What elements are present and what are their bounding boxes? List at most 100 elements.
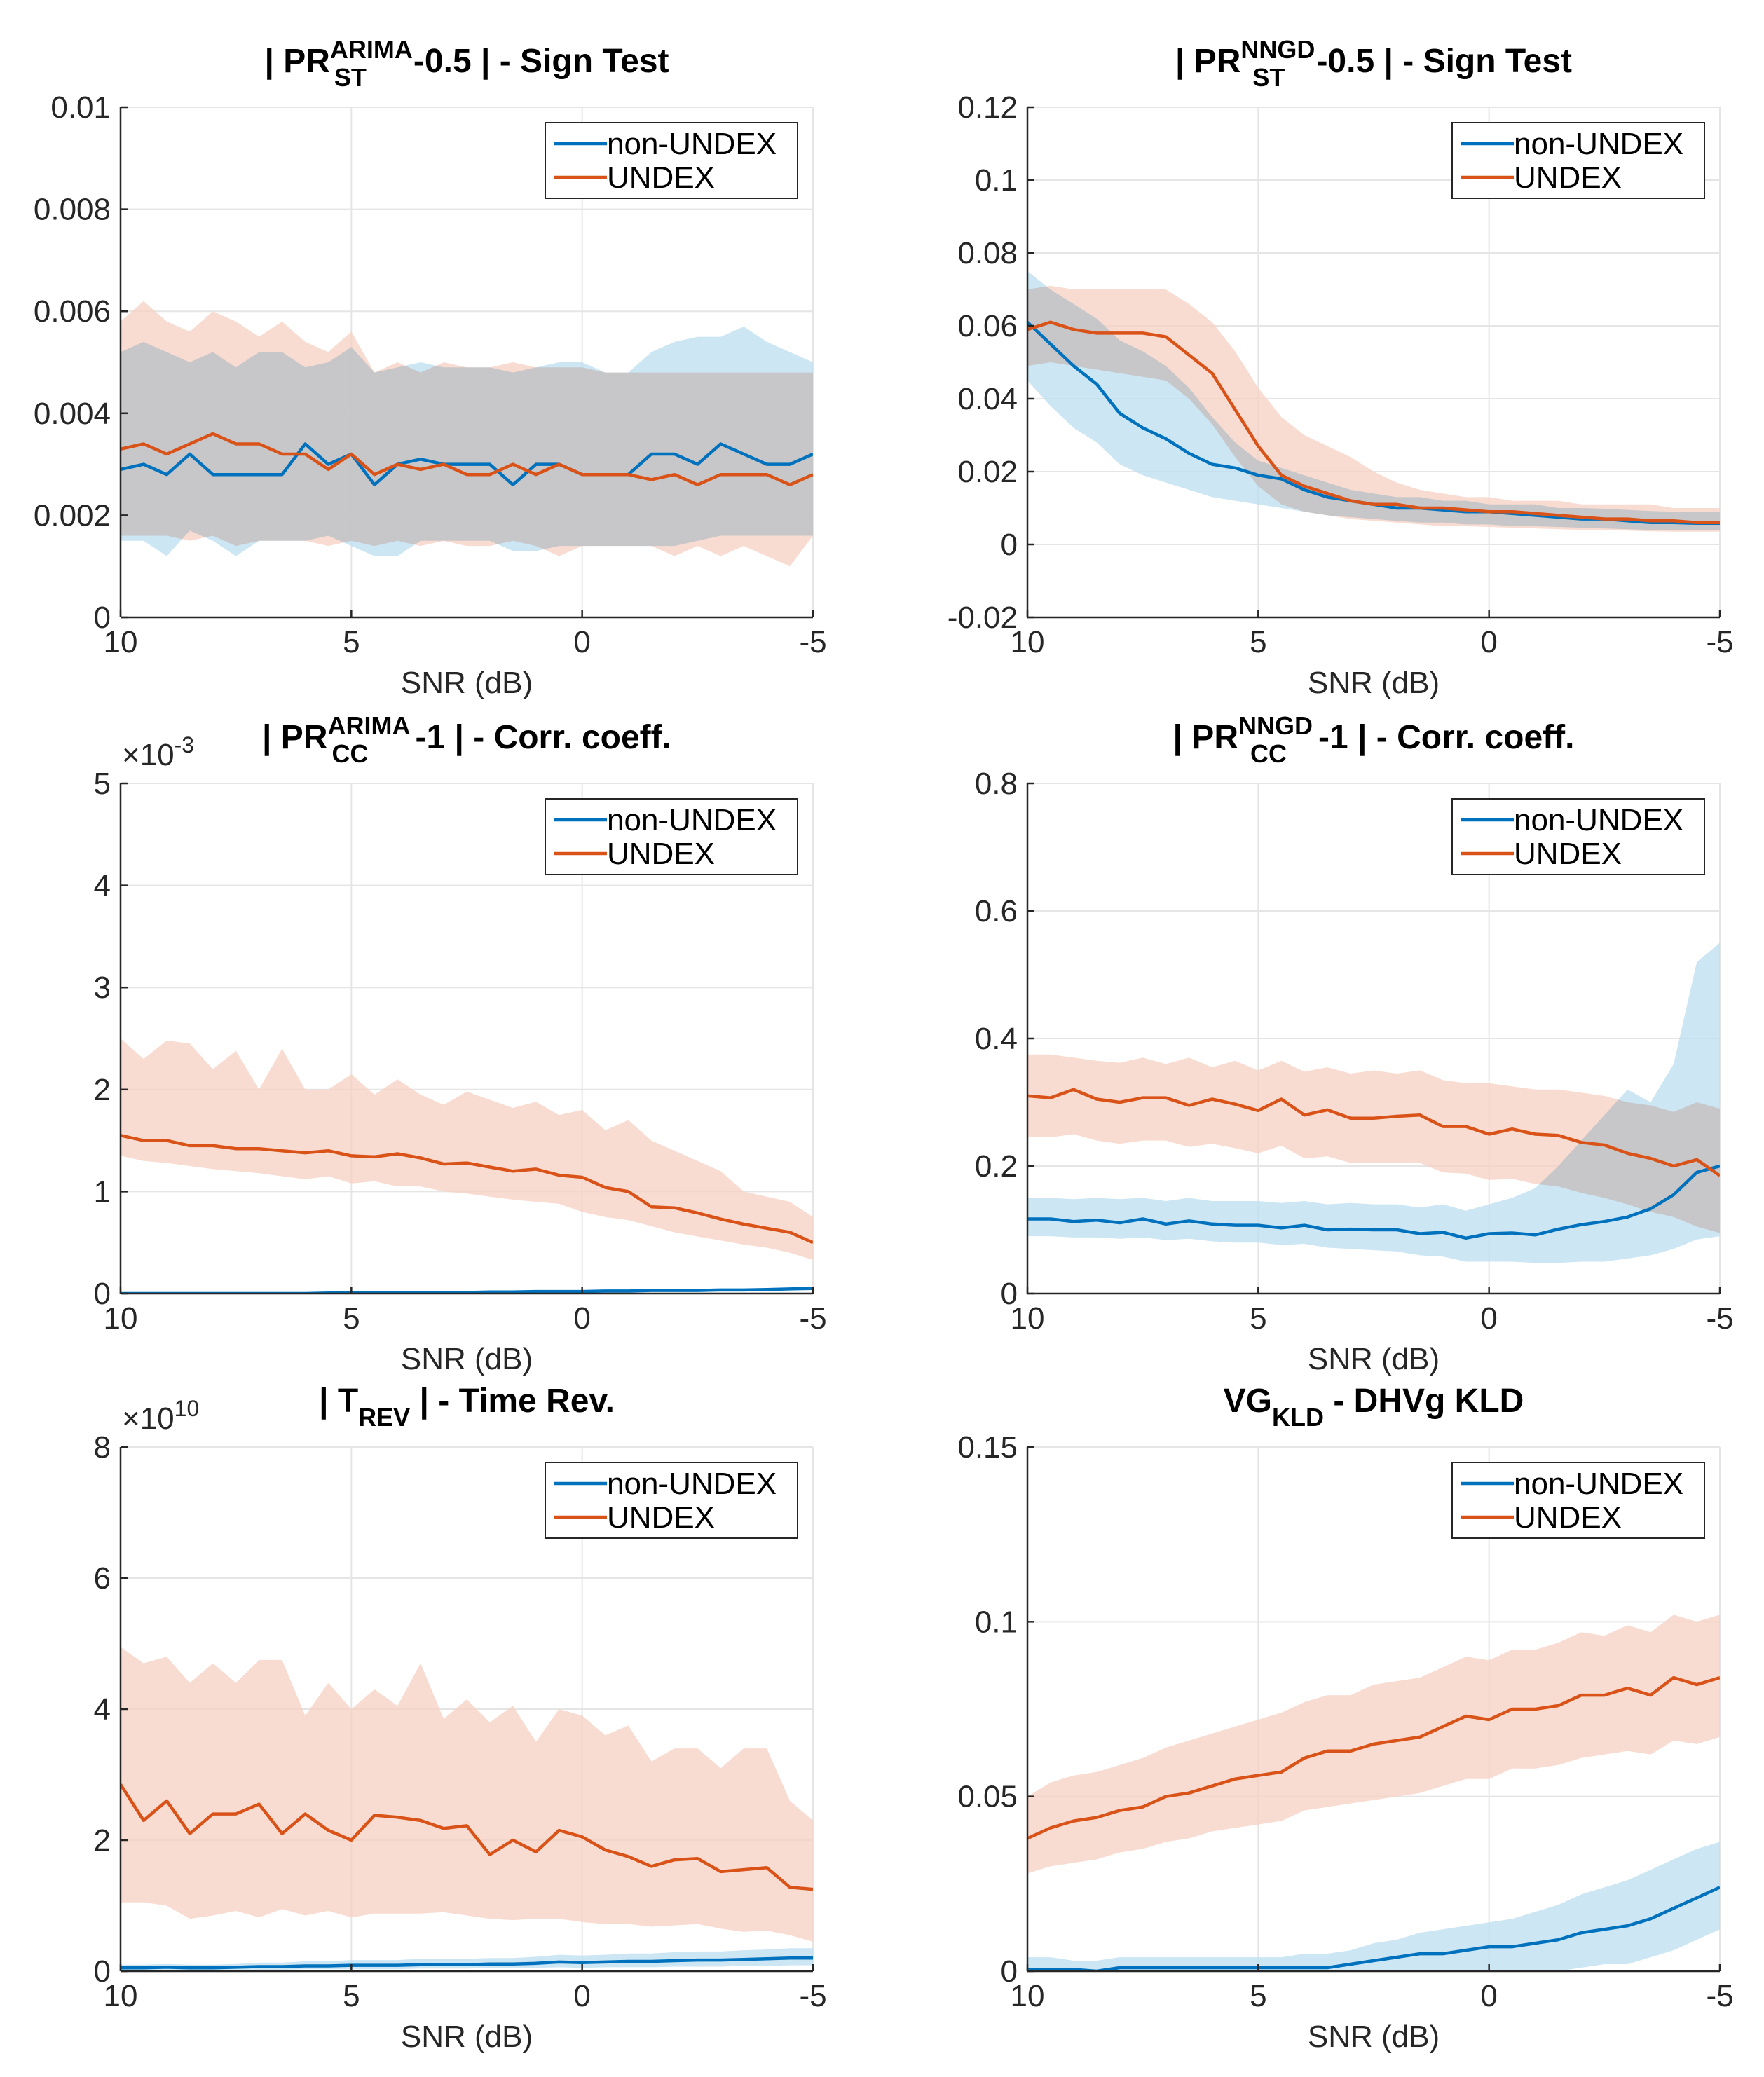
panel-title: VGKLD - DHVg KLD — [1224, 1383, 1524, 1432]
panel-title: | PRNNGD ST -0.5 | - Sign Test — [1175, 35, 1572, 92]
y-tick-label: 0 — [1001, 1954, 1018, 1989]
y-tick-label: 0.05 — [957, 1780, 1018, 1814]
subplot-p6: 10 5 0 -5 0 0.05 0.1 0.15 SNR (dB) VGKLD - DHVg K… — [957, 1383, 1733, 2054]
bands — [1027, 942, 1720, 1263]
series-lines — [121, 432, 813, 486]
title-subscript: CC — [1250, 739, 1287, 768]
undex-confidence-band — [1027, 1054, 1720, 1233]
y-tick-label: 0 — [1001, 528, 1018, 562]
title-rest: -1 | - Corr. coeff. — [415, 719, 671, 756]
title-subscript: CC — [331, 739, 368, 768]
non-undex-series-line — [1027, 1886, 1720, 1971]
title-main: VG — [1224, 1383, 1272, 1420]
y-exponent-label: ×1010 — [122, 1396, 199, 1436]
non-undex-legend-label: non-UNDEX — [1514, 1467, 1683, 1501]
series-lines — [1027, 1088, 1720, 1240]
x-axis-label: SNR (dB) — [401, 1342, 533, 1376]
x-tick-label: 5 — [1250, 625, 1266, 659]
undex-confidence-band — [121, 301, 813, 567]
panel-title: | PRARIMA ST -0.5 | - Sign Test — [264, 35, 669, 92]
exponent-power: -3 — [175, 732, 194, 758]
undex-legend-label: UNDEX — [1514, 1500, 1622, 1535]
undex-confidence-band — [121, 1647, 813, 1942]
series-lines — [1027, 1675, 1720, 1971]
panel-title: | PRARIMA CC -1 | - Corr. coeff. — [262, 711, 671, 768]
x-tick-label: -5 — [799, 1301, 826, 1336]
undex-legend-label: UNDEX — [607, 1500, 715, 1535]
bands — [121, 301, 813, 567]
title-main: | T — [319, 1383, 358, 1420]
y-tick-label: 0.08 — [957, 236, 1018, 270]
y-tick-label: 0.008 — [34, 193, 111, 227]
title-rest: | - Time Rev. — [410, 1383, 615, 1420]
subplot-p4: 10 5 0 -5 0 0.2 0.4 0.6 0.8 SNR (dB) | PRNNGD CC -1 … — [975, 711, 1734, 1376]
x-axis-label: SNR (dB) — [1308, 2020, 1440, 2054]
non-undex-confidence-band — [1027, 271, 1720, 530]
x-tick-label: -5 — [799, 1979, 826, 2013]
non-undex-legend-label: non-UNDEX — [1514, 127, 1683, 161]
x-tick-label: -5 — [1706, 1301, 1733, 1336]
legend-box — [1451, 1462, 1705, 1539]
y-tick-label: 0.02 — [957, 455, 1018, 489]
undex-series-line — [121, 432, 813, 486]
x-tick-label: 5 — [343, 1979, 360, 2013]
y-tick-label: 4 — [94, 869, 111, 903]
title-rest: - DHVg KLD — [1324, 1383, 1524, 1420]
undex-legend-label: UNDEX — [607, 160, 715, 195]
title-rest: -1 | - Corr. coeff. — [1318, 719, 1574, 756]
title-subscript: ST — [1252, 63, 1285, 92]
y-tick-label: 0.4 — [975, 1022, 1018, 1056]
x-tick-label: 0 — [1480, 1301, 1497, 1336]
non-undex-series-line — [121, 1956, 813, 1970]
y-tick-label: 0.15 — [957, 1430, 1018, 1465]
x-tick-label: 10 — [104, 1979, 138, 2013]
panel-title: | TREV | - Time Rev. — [319, 1383, 615, 1432]
title-subscript: KLD — [1272, 1403, 1324, 1432]
x-tick-label: 10 — [1011, 1979, 1045, 2013]
y-tick-label: 0.006 — [34, 294, 111, 329]
title-main: | PR — [262, 719, 327, 756]
title-main: | PR — [1173, 719, 1238, 756]
y-tick-label: 0 — [94, 601, 111, 635]
y-tick-label: 5 — [94, 767, 111, 801]
x-tick-label: 10 — [1011, 625, 1045, 659]
x-tick-label: 0 — [573, 625, 590, 659]
y-tick-label: 0.8 — [975, 767, 1018, 801]
x-tick-label: 0 — [573, 1301, 590, 1336]
undex-series-line — [1027, 1088, 1720, 1177]
legend-box — [545, 1462, 798, 1539]
y-tick-label: -0.02 — [948, 601, 1018, 635]
undex-confidence-band — [121, 1038, 813, 1260]
undex-series-line — [1027, 1675, 1720, 1840]
y-tick-label: 1 — [94, 1174, 111, 1209]
exponent-base: ×10 — [122, 738, 175, 772]
x-axis-label: SNR (dB) — [1308, 666, 1440, 700]
non-undex-series-line — [1027, 1164, 1720, 1240]
title-superscript: ARIMA — [327, 711, 410, 740]
y-tick-label: 6 — [94, 1561, 111, 1596]
y-tick-label: 2 — [94, 1073, 111, 1107]
y-tick-label: 0.01 — [50, 90, 111, 125]
undex-series-line — [121, 1783, 813, 1891]
subplot-p2: 10 5 0 -5 -0.02 0 0.02 0.04 0.06 0.08 0.1 0.12 SNR (… — [948, 35, 1734, 700]
y-tick-label: 0.004 — [34, 397, 111, 431]
y-tick-label: 0.6 — [975, 894, 1018, 928]
title-main: | PR — [264, 43, 329, 80]
x-tick-label: 5 — [343, 1301, 360, 1336]
y-tick-label: 0.06 — [957, 309, 1018, 343]
undex-confidence-band — [1027, 285, 1720, 532]
title-superscript: ARIMA — [330, 35, 413, 64]
series-lines — [121, 1134, 813, 1294]
x-tick-label: 0 — [1480, 1979, 1497, 2013]
non-undex-legend-label: non-UNDEX — [607, 127, 777, 161]
title-rest: -0.5 | - Sign Test — [413, 43, 669, 80]
title-superscript: NNGD — [1240, 35, 1315, 64]
panel-title: | PRNNGD CC -1 | - Corr. coeff. — [1173, 711, 1575, 768]
exponent-power: 10 — [175, 1396, 200, 1421]
undex-legend-label: UNDEX — [1514, 837, 1622, 871]
